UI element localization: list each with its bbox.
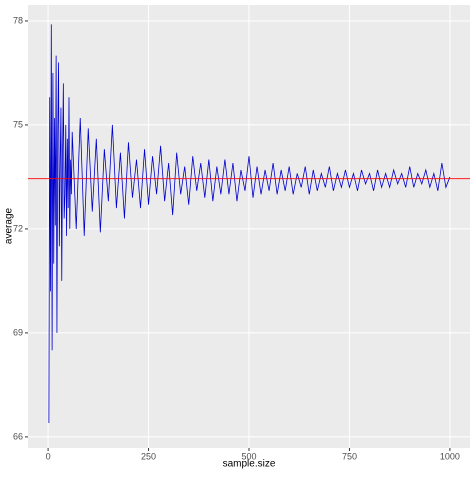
y-axis-label: average [4,207,15,244]
x-tick-label: 0 [46,451,51,461]
y-tick-label: 72 [13,223,23,233]
x-tick-label: 1000 [440,451,460,461]
y-tick-label: 66 [13,431,23,441]
x-tick-label: 750 [342,451,357,461]
x-tick-label: 250 [141,451,156,461]
y-tick-label: 78 [13,15,23,25]
x-tick-label: 500 [241,451,256,461]
x-axis-label: sample.size [223,459,276,470]
y-tick-label: 69 [13,327,23,337]
y-tick-label: 75 [13,119,23,129]
